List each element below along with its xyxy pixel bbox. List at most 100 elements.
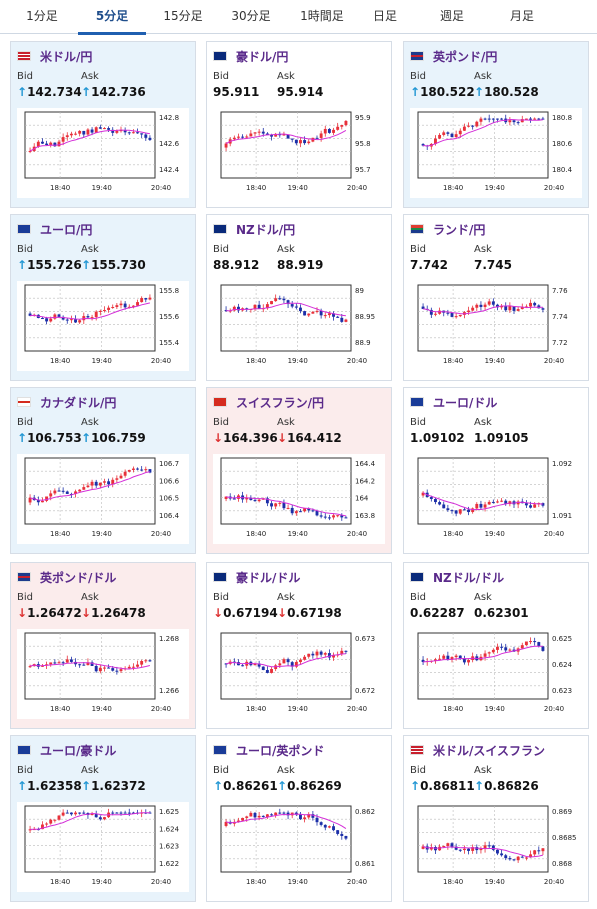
candle-body [496,501,499,503]
rate-card[interactable]: 豪ドル/ドル Bid Ask ↓0.67194 ↓0.67198 0.673 0.… [206,562,392,729]
price-chart[interactable]: 155.8 155.6 155.4 18:40 19:40 20:40 [17,281,189,371]
tab-15min[interactable]: 15分足 [163,9,203,23]
price-chart[interactable]: 142.8 142.6 142.4 18:40 19:40 20:40 [17,108,189,198]
price-chart[interactable]: 180.8 180.6 180.4 18:40 19:40 20:40 [410,108,582,198]
y-tick-label: 1.091 [552,512,572,520]
rate-card[interactable]: スイスフラン/円 Bid Ask ↓164.396 ↓164.412 164.4… [206,387,392,554]
gb-flag [17,572,31,582]
tab-monthly[interactable]: 月足 [509,9,534,23]
currency-pair-link[interactable]: 米ドル/円 [40,49,93,64]
ask-value: ↑0.86269 [277,779,342,793]
candle-body [74,491,77,495]
tab-1hour[interactable]: 1時間足 [300,9,344,23]
price-chart[interactable]: 0.625 0.624 0.623 18:40 19:40 20:40 [410,629,582,719]
moving-average-line [423,305,543,315]
candle-body [232,137,236,140]
rate-card[interactable]: ユーロ/円 Bid Ask ↑155.726 ↑155.730 155.8 155… [10,214,196,381]
tab-30min[interactable]: 30分足 [231,9,271,23]
candle-body [307,814,311,818]
currency-pair-link[interactable]: 米ドル/スイスフラン [433,743,546,758]
currency-pair-link[interactable]: ユーロ/ドル [433,395,498,410]
price-chart[interactable]: 89 88.95 88.9 18:40 19:40 20:40 [213,281,385,371]
candle-body [524,306,528,308]
tab-1min[interactable]: 1分足 [26,9,58,23]
candle-body [261,815,265,817]
currency-pair-link[interactable]: スイスフラン/円 [236,395,325,410]
candle-body [512,306,516,311]
candle-body [257,304,261,309]
ask-label: Ask [277,244,295,255]
price-chart[interactable]: 164.4 164.2 164 163.8 18:40 19:40 20:40 [213,454,385,544]
price-chart[interactable]: 1.268 1.266 18:40 19:40 20:40 [17,629,189,719]
moving-average-line [29,129,150,152]
candle-body [65,812,69,814]
price-chart[interactable]: 1.092 1.091 18:40 19:40 20:40 [410,454,582,544]
candle-body [28,497,32,503]
x-tick-label: 18:40 [443,878,463,886]
rate-card[interactable]: 米ドル/円 Bid Ask ↑142.734 ↑142.736 142.8 142… [10,41,196,208]
trend-arrow-icon: ↓ [81,606,92,620]
price-chart[interactable]: 106.7 106.6 106.5 106.4 18:40 19:40 20:40 [17,454,189,544]
bid-value: ↑180.522 [410,85,475,99]
rate-card[interactable]: ユーロ/ドル Bid Ask 1.09102 1.09105 1.092 1.09… [403,387,589,554]
currency-pair-link[interactable]: ランド/円 [433,222,486,237]
rate-card[interactable]: ユーロ/英ポンド Bid Ask ↑0.86261 ↑0.86269 0.862… [206,735,392,902]
price-chart[interactable]: 1.625 1.624 1.623 1.622 18:40 19:40 20:40 [17,802,189,892]
currency-pair-link[interactable]: ユーロ/豪ドル [40,743,117,758]
x-tick-label: 20:40 [347,184,367,192]
currency-pair-link[interactable]: ユーロ/英ポンド [236,743,325,758]
rate-card[interactable]: 米ドル/スイスフラン Bid Ask ↑0.86811 ↑0.86826 0.8… [403,735,589,902]
rate-card[interactable]: NZドル/円 Bid Ask 88.912 88.919 89 88.95 88.9… [206,214,392,381]
candle-body [232,498,236,500]
candlestick-chart: 1.092 1.091 18:40 19:40 20:40 [417,457,572,538]
y-tick-label: 1.625 [159,808,179,816]
rate-card[interactable]: ランド/円 Bid Ask 7.742 7.745 7.76 7.74 7.72 18… [403,214,589,381]
currency-pair-link[interactable]: 豪ドル/ドル [236,570,301,585]
currency-pair-link[interactable]: カナダドル/円 [40,395,117,410]
candle-body [94,127,98,133]
rate-card[interactable]: 英ポンド/円 Bid Ask ↑180.522 ↑180.528 180.8 18… [403,41,589,208]
candle-body [107,481,111,485]
candle-body [36,500,40,503]
price-chart[interactable]: 95.9 95.8 95.7 18:40 19:40 20:40 [213,108,385,198]
candle-body [327,517,331,519]
currency-pair-link[interactable]: 豪ドル/円 [236,49,289,64]
candle-body [237,136,240,138]
candle-body [224,496,228,499]
currency-pair-link[interactable]: NZドル/円 [236,222,296,237]
candlestick-chart: 106.7 106.6 106.5 106.4 18:40 19:40 20:40 [24,457,180,538]
tab-daily[interactable]: 日足 [372,9,397,23]
currency-pair-link[interactable]: NZドル/ドル [433,570,505,585]
currency-pair-link[interactable]: 英ポンド/ドル [40,570,117,585]
candle-body [253,500,257,502]
currency-pair-link[interactable]: 英ポンド/円 [433,49,498,64]
candle-body [115,305,119,307]
y-tick-label: 164.2 [355,477,375,485]
rate-card[interactable]: 豪ドル/円 Bid Ask 95.911 95.914 95.9 95.8 95.7… [206,41,392,208]
rate-card[interactable]: ユーロ/豪ドル Bid Ask ↑1.62358 ↑1.62372 1.625 1… [10,735,196,902]
bid-value: ↓164.396 [213,431,278,445]
candle-body [28,829,32,831]
price-chart[interactable]: 7.76 7.74 7.72 18:40 19:40 20:40 [410,281,582,371]
candle-body [533,302,537,306]
tab-5min[interactable]: 5分足 [78,0,146,35]
price-chart[interactable]: 0.673 0.672 18:40 19:40 20:40 [213,629,385,719]
candle-body [253,304,257,309]
candle-body [94,813,98,818]
price-chart[interactable]: 0.862 0.861 18:40 19:40 20:40 [213,802,385,892]
currency-pair-link[interactable]: ユーロ/円 [40,222,93,237]
candle-body [467,310,470,313]
moving-average-line [29,662,151,670]
rate-card[interactable]: カナダドル/円 Bid Ask ↑106.753 ↑106.759 106.7 1… [10,387,196,554]
candle-body [86,129,90,135]
candle-body [41,318,44,320]
rate-card[interactable]: NZドル/ドル Bid Ask 0.62287 0.62301 0.625 0.6… [403,562,589,729]
candle-body [90,129,94,133]
ask-label: Ask [277,417,295,428]
candle-body [340,833,344,836]
price-chart[interactable]: 0.869 0.8685 0.868 18:40 19:40 20:40 [410,802,582,892]
candle-body [127,812,131,814]
rate-card[interactable]: 英ポンド/ドル Bid Ask ↓1.26472 ↓1.26478 1.268 1… [10,562,196,729]
plot-area [220,111,352,179]
tab-weekly[interactable]: 週足 [439,9,464,23]
